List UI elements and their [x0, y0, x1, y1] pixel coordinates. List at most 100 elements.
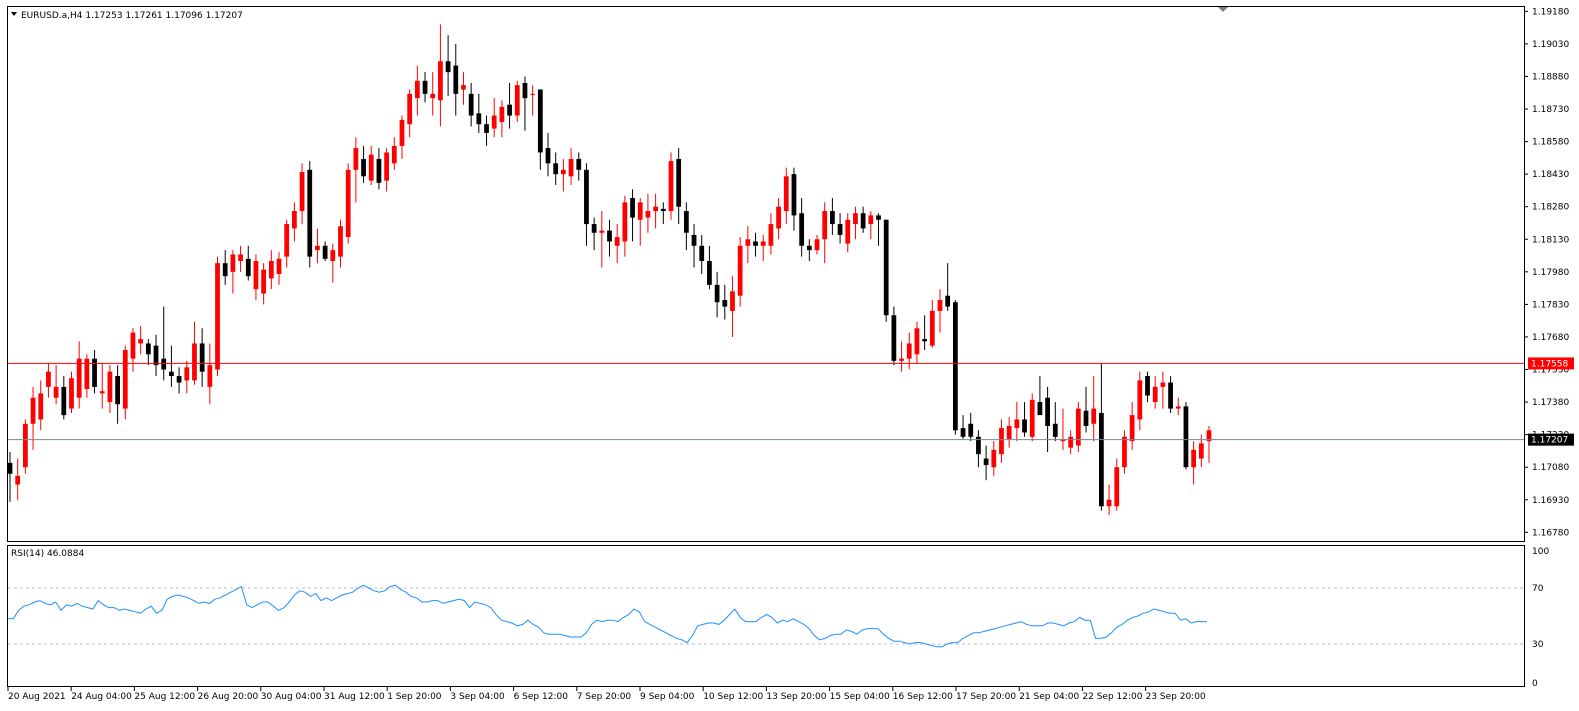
bull-candle-body — [868, 215, 874, 225]
bull-candle-body — [491, 115, 497, 129]
bear-candle-body — [976, 436, 981, 455]
bull-candle-body — [1191, 449, 1197, 468]
time-tick-label: 24 Aug 04:00 — [71, 692, 132, 702]
bull-candle-body — [99, 391, 105, 394]
bear-candle-body — [361, 158, 366, 177]
bull-candle-body — [768, 224, 774, 246]
bull-candle-body — [514, 85, 520, 116]
price-tick-label: 1.18880 — [1532, 72, 1569, 82]
bull-candle-body — [345, 169, 351, 238]
bear-candle-body — [537, 89, 543, 153]
price-tick-label: 1.18580 — [1532, 138, 1569, 148]
bull-candle-body — [253, 260, 259, 290]
bull-candle-body — [261, 269, 267, 294]
time-tick-label: 21 Sep 04:00 — [1019, 692, 1079, 702]
bull-candle-body — [76, 358, 82, 398]
bear-candle-body — [169, 371, 174, 377]
bear-candle-body — [115, 376, 120, 405]
bull-candle-body — [1122, 436, 1127, 468]
horizontal-lines-group: 1.17558 1.17207 — [8, 357, 1574, 446]
bull-candle-body — [268, 260, 274, 279]
bull-candle-body — [384, 152, 389, 181]
symbol-dropdown-icon[interactable] — [11, 12, 17, 16]
bear-candle-body — [860, 213, 866, 229]
bid-price-tag — [1528, 433, 1574, 446]
bull-candle-body — [430, 93, 436, 99]
bull-candle-body — [760, 241, 766, 246]
bull-candle-body — [69, 378, 74, 409]
bull-candle-body — [1129, 415, 1135, 442]
bull-candle-body — [122, 349, 128, 409]
time-tick-label: 3 Sep 04:00 — [450, 692, 505, 702]
time-tick-label: 16 Sep 12:00 — [893, 692, 953, 702]
bull-candle-body — [30, 397, 36, 424]
bull-candle-body — [622, 202, 628, 242]
time-tick-label: 23 Sep 20:00 — [1146, 692, 1206, 702]
bear-candle-body — [691, 234, 697, 246]
bull-candle-body — [929, 310, 935, 346]
bear-candle-body — [422, 80, 428, 94]
bear-candle-body — [922, 339, 928, 342]
rsi-tick-label: 100 — [1532, 547, 1549, 557]
bear-candle-body — [553, 163, 559, 175]
bull-candle-body — [1075, 408, 1081, 446]
rsi-tick-label: 0 — [1532, 679, 1538, 689]
bull-candle-body — [368, 154, 374, 181]
price-tick-label: 1.17080 — [1532, 463, 1569, 473]
bull-candle-body — [1068, 436, 1074, 448]
bear-candle-body — [952, 302, 958, 431]
bull-candle-body — [1006, 425, 1012, 439]
bear-candle-body — [945, 295, 951, 307]
time-tick-label: 26 Aug 20:00 — [198, 692, 259, 702]
bear-candle-body — [376, 158, 382, 183]
bear-candle-body — [161, 358, 167, 370]
bear-candle-body — [507, 104, 512, 116]
bull-candle-body — [138, 339, 144, 344]
bull-candle-body — [353, 148, 359, 170]
bull-candle-body — [461, 85, 466, 90]
bull-candle-body — [184, 367, 190, 381]
rsi-tick-label: 30 — [1532, 640, 1544, 650]
bull-candle-body — [853, 213, 858, 225]
bull-candle-body — [999, 428, 1004, 455]
time-tick-label: 13 Sep 20:00 — [766, 692, 826, 702]
bear-candle-body — [1045, 397, 1050, 426]
bear-candle-body — [476, 113, 482, 125]
bear-candle-body — [753, 241, 758, 246]
bull-candle-body — [291, 211, 297, 229]
bull-candle-body — [1137, 380, 1143, 420]
price-tick-label: 1.19030 — [1532, 40, 1569, 50]
level-price-tag-label: 1.17558 — [1531, 359, 1568, 369]
bull-candle-body — [1091, 408, 1097, 424]
bull-candle-body — [906, 343, 912, 359]
chart-shift-marker-icon[interactable] — [1218, 7, 1228, 12]
bid-price-tag-label: 1.17207 — [1531, 436, 1568, 446]
bear-candle-body — [522, 82, 528, 99]
time-tick-label: 25 Aug 12:00 — [134, 692, 195, 702]
bear-candle-body — [7, 462, 13, 474]
bear-candle-body — [876, 215, 881, 220]
bear-candle-body — [1052, 423, 1058, 437]
bull-candle-body — [84, 358, 90, 390]
bull-candle-body — [776, 206, 781, 229]
price-tick-label: 1.18280 — [1532, 203, 1569, 213]
bear-candle-body — [791, 174, 797, 216]
bull-candle-body — [15, 475, 21, 485]
bear-candle-body — [607, 230, 612, 242]
bear-candle-body — [1083, 410, 1089, 426]
bear-candle-body — [683, 211, 689, 233]
bear-candle-body — [1183, 406, 1189, 468]
bull-candle-body — [276, 258, 282, 274]
time-tick-label: 31 Aug 12:00 — [324, 692, 385, 702]
bear-candle-body — [61, 386, 67, 416]
bear-candle-body — [1037, 402, 1043, 416]
time-axis: 20 Aug 2021 24 Aug 04:00 25 Aug 12:00 26 Au… — [7, 687, 1206, 702]
bear-candle-body — [699, 245, 705, 261]
rsi-group: 100 70 30 0 — [8, 547, 1549, 689]
bull-candle-body — [568, 158, 574, 177]
bull-candle-body — [1160, 382, 1166, 387]
bull-candle-body — [845, 219, 851, 244]
price-tick-label: 1.17530 — [1532, 366, 1569, 376]
